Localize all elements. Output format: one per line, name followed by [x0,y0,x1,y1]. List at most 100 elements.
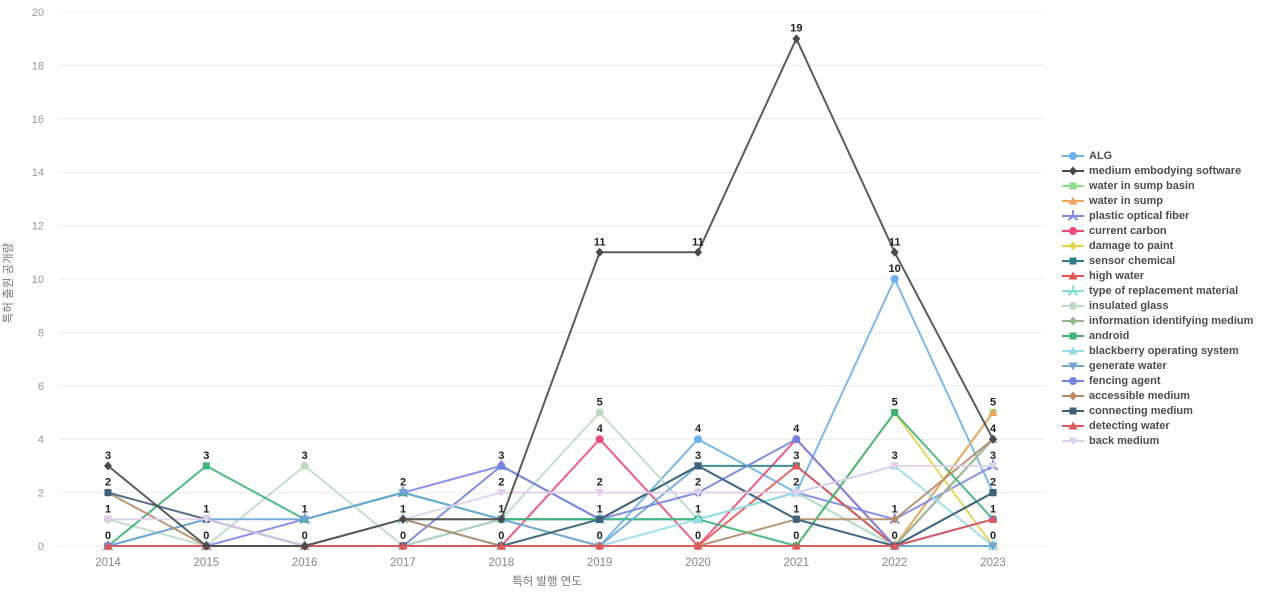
legend-item-back-medium[interactable]: back medium [1062,433,1277,448]
point-label: 3 [793,450,799,462]
point-label: 5 [597,397,603,409]
legend-marker-fencing-agent-icon [1062,376,1084,385]
data-point [300,541,309,551]
legend-label: android [1089,329,1130,342]
legend-label: type of replacement material [1089,284,1239,297]
legend-marker-water-in-sump-basin-icon [1062,182,1084,189]
y-tick-label: 12 [32,221,44,233]
series-line-damage-to-paint [108,411,994,547]
point-label: 0 [105,530,111,542]
data-point [1069,182,1077,189]
x-tick-label: 2015 [194,557,220,569]
legend-item-alg[interactable]: ALG [1062,148,1277,163]
data-point [1069,332,1077,339]
legend-item-type-of-replacement-material[interactable]: type of replacement material [1062,283,1277,298]
y-tick-label: 4 [38,434,44,446]
legend-marker-detecting-water-icon [1062,421,1084,429]
data-point [596,515,604,523]
data-point [104,489,112,497]
legend-marker-android-icon [1062,332,1084,339]
legend-item-blackberry-operating-system[interactable]: blackberry operating system [1062,343,1277,358]
data-point [1069,241,1077,250]
x-tick-label: 2019 [587,557,613,569]
point-label: 2 [695,477,701,489]
point-label: 2 [990,477,996,489]
point-label: 3 [892,450,898,462]
point-label: 0 [203,530,209,542]
legend-item-generate-water[interactable]: generate water [1062,358,1277,373]
series-line-water-in-sump [108,411,994,547]
series-line-android [107,411,994,547]
legend-marker-current-carbon-icon [1062,226,1084,235]
point-label: 3 [105,450,111,462]
chart-area: 특허 출원 공개량 특허 발행 연도 0 2 4 6 8 10 12 14 16 18 20 2014… [1,7,1045,588]
legend-item-damage-to-paint[interactable]: damage to paint [1062,238,1277,253]
legend-label: medium embodying software [1089,164,1242,177]
legend-item-fencing-agent[interactable]: fencing agent [1062,373,1277,388]
point-label: 2 [793,477,799,489]
legend-marker-connecting-medium-icon [1062,407,1084,414]
point-label: 10 [889,263,901,275]
data-point [693,489,703,498]
data-point [1069,257,1077,264]
legend-item-plastic-optical-fiber[interactable]: plastic optical fiber [1062,208,1277,223]
point-label: 2 [597,477,603,489]
data-point [693,541,703,550]
point-label: 2 [498,477,504,489]
legend-item-water-in-sump[interactable]: water in sump [1062,193,1277,208]
data-point [201,515,211,524]
legend-item-android[interactable]: android [1062,328,1277,343]
legend-item-current-carbon[interactable]: current carbon [1062,223,1277,238]
data-point [1069,301,1077,310]
x-tick-label: 2017 [390,557,416,569]
data-point [791,541,801,550]
point-label: 0 [793,530,799,542]
y-tick-label: 0 [38,541,44,553]
legend-label: insulated glass [1089,299,1169,312]
data-point [694,247,702,257]
legend-label: water in sump [1089,194,1163,207]
data-point [1069,391,1077,400]
legend-item-medium-embodying-software[interactable]: medium embodying software [1062,163,1277,178]
data-point [890,514,899,524]
legend-marker-alg-icon [1062,151,1084,160]
legend-label: high water [1089,269,1145,282]
legend-item-high-water[interactable]: high water [1062,268,1277,283]
point-label: 3 [203,450,209,462]
legend-label: generate water [1089,359,1167,372]
legend-item-water-in-sump-basin[interactable]: water in sump basin [1062,178,1277,193]
y-tick-label: 16 [32,114,44,126]
legend-marker-damage-to-paint-icon [1062,241,1084,250]
y-tick-label: 18 [32,60,44,72]
data-point [1069,226,1077,235]
data-point [1069,166,1077,175]
point-label: 1 [498,503,504,515]
data-point [300,515,310,524]
point-label: 19 [790,23,802,35]
legend-item-accessible-medium[interactable]: accessible medium [1062,388,1277,403]
data-point [1068,284,1078,295]
legend-label: water in sump basin [1089,179,1195,192]
data-point [103,515,113,524]
legend-item-information-identifying-medium[interactable]: information identifying medium [1062,313,1277,328]
legend-item-sensor-chemical[interactable]: sensor chemical [1062,253,1277,268]
data-point [103,541,113,550]
series-line-generate-water [107,464,993,547]
legend-item-connecting-medium[interactable]: connecting medium [1062,403,1277,418]
series-line-back-medium [108,464,993,547]
data-point [693,514,703,523]
x-tick-label: 2016 [292,557,318,569]
series-line-sensor-chemical [108,464,994,547]
legend-item-detecting-water[interactable]: detecting water [1062,418,1277,433]
x-tick-label: 2022 [882,557,908,569]
y-axis-title: 특허 출원 공개량 [1,242,15,323]
legend-label: sensor chemical [1089,254,1176,267]
data-point [1069,376,1077,385]
point-label: 1 [695,503,701,515]
data-point [104,461,112,471]
legend-marker-water-in-sump-icon [1062,196,1084,204]
data-point [497,514,506,524]
legend-item-insulated-glass[interactable]: insulated glass [1062,298,1277,313]
series-line-water-in-sump-basin [108,411,994,547]
